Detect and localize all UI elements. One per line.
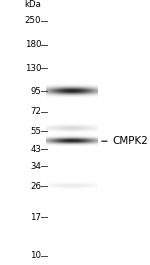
Text: kDa: kDa	[24, 0, 41, 9]
Text: 17: 17	[30, 213, 41, 222]
Text: 43: 43	[30, 145, 41, 154]
Text: 55: 55	[30, 127, 41, 136]
Text: 95: 95	[30, 87, 41, 96]
FancyBboxPatch shape	[46, 12, 98, 264]
Text: 180: 180	[25, 40, 41, 49]
Text: 10: 10	[30, 251, 41, 260]
Text: 26: 26	[30, 182, 41, 191]
Text: 72: 72	[30, 107, 41, 116]
Text: CMPK2: CMPK2	[102, 136, 148, 146]
Text: 250: 250	[25, 16, 41, 25]
Text: 34: 34	[30, 162, 41, 171]
Text: 130: 130	[25, 64, 41, 73]
